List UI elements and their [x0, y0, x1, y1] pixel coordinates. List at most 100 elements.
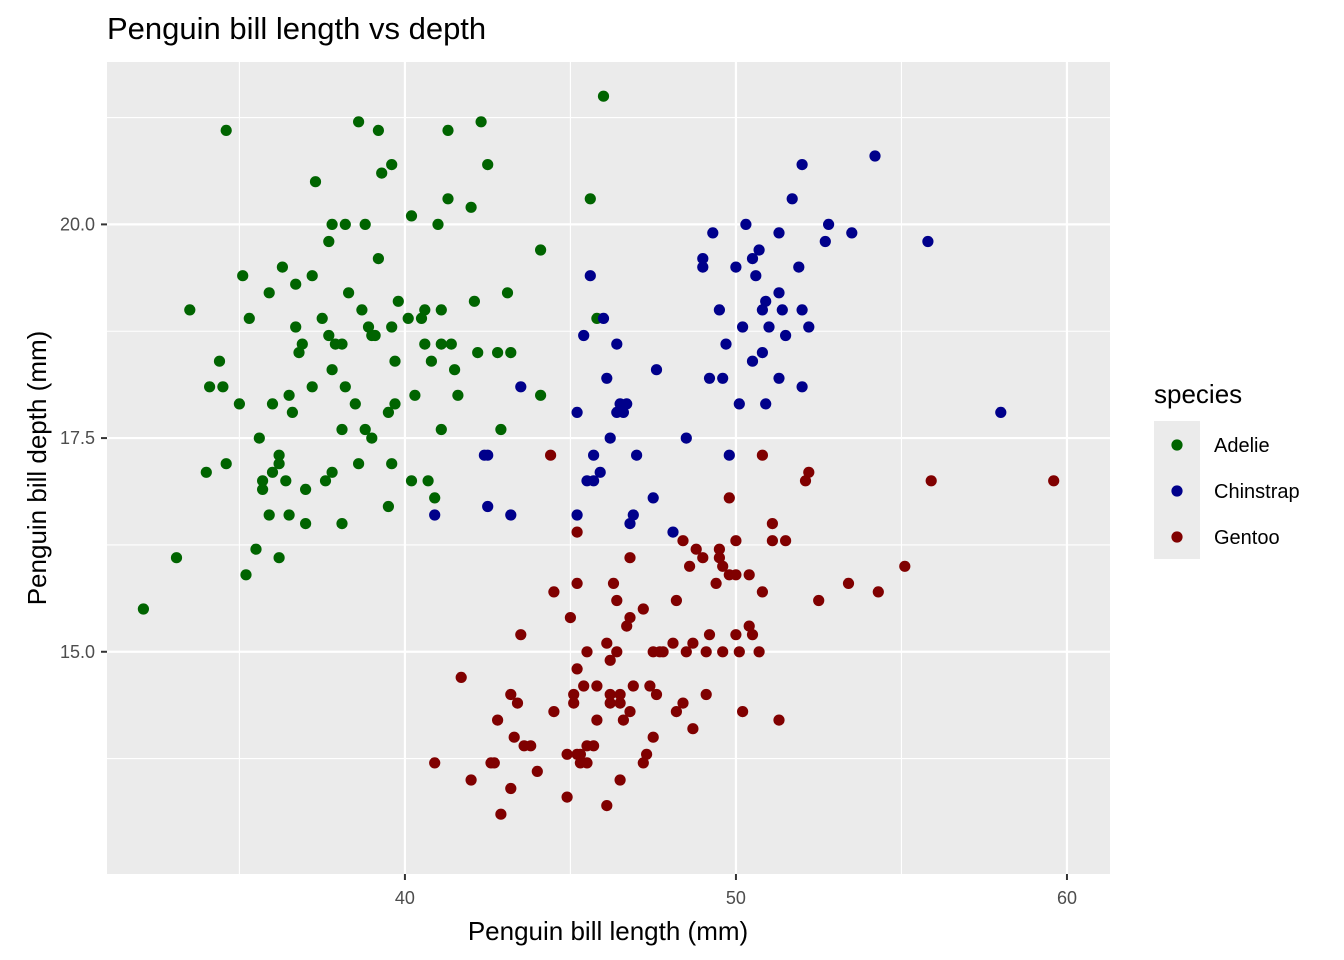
data-point — [697, 261, 709, 273]
data-point — [641, 748, 653, 760]
data-point — [733, 646, 745, 658]
chart-title: Penguin bill length vs depth — [107, 11, 486, 46]
data-point — [750, 270, 762, 282]
data-point — [574, 748, 587, 760]
data-point — [591, 714, 603, 726]
data-point — [296, 338, 308, 350]
data-point — [604, 654, 616, 666]
data-point — [756, 347, 769, 359]
data-point — [429, 757, 441, 769]
data-point — [717, 372, 729, 384]
data-point — [323, 235, 335, 248]
data-point — [614, 774, 626, 786]
data-point — [508, 731, 520, 743]
data-point — [604, 697, 616, 709]
data-point — [253, 432, 265, 444]
data-point — [306, 381, 318, 393]
data-point — [184, 304, 196, 316]
data-point — [409, 389, 421, 401]
data-point — [713, 543, 726, 555]
data-point — [386, 321, 398, 333]
data-point — [263, 509, 275, 521]
data-point — [670, 594, 683, 607]
data-point — [349, 398, 361, 410]
data-point — [273, 552, 285, 564]
data-point — [697, 253, 709, 265]
data-point — [703, 629, 716, 641]
data-point — [548, 706, 560, 718]
data-point — [703, 372, 716, 384]
x-tick-label: 60 — [1057, 888, 1077, 908]
data-point — [257, 475, 269, 487]
data-point — [359, 423, 371, 436]
data-point — [200, 466, 212, 478]
data-point — [286, 406, 298, 418]
data-point — [644, 680, 656, 692]
data-point — [369, 329, 381, 342]
data-point — [707, 227, 719, 239]
data-point — [571, 577, 583, 590]
data-point — [273, 458, 285, 470]
data-point — [614, 697, 626, 709]
data-point — [326, 218, 338, 230]
data-point — [740, 218, 752, 230]
data-point — [700, 646, 712, 658]
legend-key-chinstrap — [1171, 485, 1183, 497]
legend-label-adelie: Adelie — [1214, 435, 1270, 457]
series-gentoo — [429, 449, 1060, 820]
data-point — [505, 688, 517, 701]
data-point — [571, 509, 583, 521]
data-point — [386, 458, 398, 470]
data-point — [713, 304, 726, 316]
data-point — [449, 364, 461, 376]
data-point — [492, 347, 504, 359]
data-point — [720, 338, 732, 350]
data-point — [594, 466, 606, 478]
data-point — [581, 646, 593, 658]
data-point — [492, 714, 504, 726]
data-point — [597, 90, 610, 102]
data-point — [336, 338, 348, 350]
major-gridlines — [107, 62, 1110, 874]
data-point — [773, 227, 785, 239]
data-point — [717, 560, 729, 572]
data-point — [796, 159, 808, 171]
series-chinstrap — [429, 150, 1007, 538]
data-point — [667, 526, 679, 538]
data-point — [306, 270, 318, 282]
x-tick-label: 50 — [726, 888, 746, 908]
data-point — [737, 321, 749, 333]
data-point — [319, 475, 332, 487]
data-point — [796, 381, 808, 393]
data-point — [823, 218, 835, 230]
data-point — [359, 218, 371, 230]
data-point — [465, 774, 477, 786]
data-point — [170, 552, 183, 564]
data-point — [415, 312, 428, 324]
data-point — [737, 706, 749, 718]
legend-label-chinstrap: Chinstrap — [1214, 481, 1300, 503]
data-point — [372, 253, 384, 265]
data-point — [611, 646, 623, 658]
data-point — [657, 646, 669, 658]
data-point — [631, 449, 643, 461]
data-point — [336, 518, 348, 530]
data-point — [680, 432, 692, 444]
legend-key-adelie — [1171, 439, 1183, 451]
data-point — [531, 765, 543, 778]
data-point — [760, 398, 772, 410]
data-point — [452, 389, 464, 401]
data-point — [326, 364, 338, 376]
data-point — [283, 389, 295, 401]
data-point — [922, 235, 934, 248]
data-point — [697, 552, 709, 564]
data-point — [621, 398, 633, 410]
data-point — [617, 406, 630, 418]
data-point — [419, 304, 431, 316]
data-point — [925, 475, 937, 487]
data-point — [773, 714, 785, 726]
data-point — [571, 663, 583, 675]
data-point — [842, 577, 855, 590]
data-point — [899, 560, 911, 572]
